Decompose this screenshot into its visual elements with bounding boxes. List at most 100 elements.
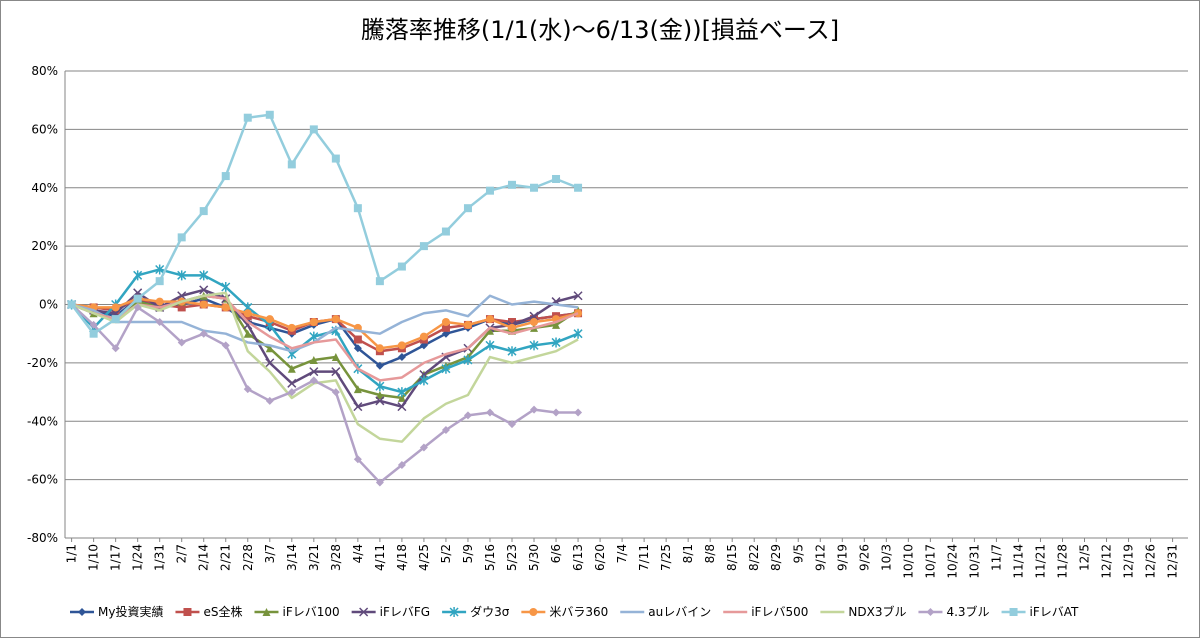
- legend-label: auレバイン: [648, 605, 711, 619]
- marker: [199, 300, 208, 309]
- marker: [287, 378, 297, 388]
- x-tick-label: 2/14: [197, 544, 211, 571]
- legend-label: My投資実績: [98, 604, 163, 619]
- marker: [331, 367, 341, 377]
- x-tick-label: 9/19: [835, 544, 849, 571]
- marker: [155, 264, 165, 275]
- marker: [287, 323, 296, 332]
- marker: [419, 443, 428, 452]
- marker: [397, 402, 407, 412]
- marker: [1009, 608, 1018, 616]
- x-tick-label: 5/23: [505, 544, 519, 571]
- x-tick-label: 10/24: [945, 544, 959, 579]
- marker: [485, 340, 495, 351]
- x-tick-label: 1/10: [87, 544, 101, 571]
- x-tick-label: 9/26: [857, 544, 871, 571]
- x-tick-label: 11/7: [989, 544, 1003, 571]
- y-tick-label: 60%: [31, 122, 58, 136]
- x-tick-label: 9/12: [813, 544, 827, 571]
- x-tick-label: 2/21: [219, 544, 233, 571]
- marker: [221, 281, 231, 292]
- marker: [353, 204, 362, 213]
- marker: [243, 329, 252, 338]
- marker: [265, 315, 274, 324]
- marker: [530, 183, 539, 192]
- marker: [529, 340, 539, 351]
- marker: [133, 270, 143, 281]
- y-tick-label: -20%: [27, 356, 58, 370]
- marker: [485, 315, 494, 324]
- x-tick-label: 10/17: [923, 544, 937, 579]
- x-tick-label: 11/14: [1011, 544, 1025, 579]
- marker: [177, 233, 186, 242]
- marker: [419, 375, 429, 386]
- x-tick-label: 6/6: [549, 544, 563, 563]
- marker: [375, 478, 384, 487]
- marker: [441, 363, 451, 374]
- marker: [199, 329, 208, 338]
- marker: [552, 320, 561, 329]
- legend-label: iFレバ500: [751, 605, 808, 619]
- marker: [573, 328, 583, 339]
- x-tick-label: 5/30: [527, 544, 541, 571]
- marker: [574, 408, 583, 417]
- marker: [359, 607, 369, 617]
- marker: [243, 113, 252, 122]
- series-line: [70, 303, 579, 484]
- marker: [507, 323, 516, 332]
- marker: [397, 341, 406, 350]
- y-tick-label: -40%: [27, 414, 58, 428]
- marker: [221, 341, 230, 350]
- marker: [353, 344, 362, 353]
- x-tick-label: 1/31: [153, 544, 167, 571]
- marker: [183, 608, 192, 616]
- marker: [485, 326, 494, 335]
- x-tick-label: 4/11: [373, 544, 387, 571]
- marker: [353, 335, 362, 344]
- marker: [353, 385, 362, 394]
- series-line: [71, 291, 579, 443]
- marker: [441, 227, 450, 236]
- x-tick-label: 6/20: [593, 544, 607, 571]
- y-tick-label: 40%: [31, 181, 58, 195]
- chart-title: 騰落率推移(1/1(水)～6/13(金))[損益ベース]: [361, 16, 839, 44]
- marker: [309, 355, 318, 364]
- marker: [243, 385, 252, 394]
- marker: [78, 608, 86, 616]
- marker: [507, 346, 517, 357]
- marker: [177, 303, 186, 312]
- marker: [89, 320, 98, 329]
- x-tick-label: 10/3: [879, 544, 893, 571]
- marker: [287, 364, 296, 373]
- marker: [552, 408, 561, 417]
- legend-label: 米バラ360: [549, 605, 608, 619]
- x-tick-label: 4/4: [351, 544, 365, 563]
- x-tick-label: 12/31: [1166, 544, 1180, 579]
- series-line: [71, 294, 579, 382]
- marker: [111, 303, 120, 312]
- marker: [375, 277, 384, 286]
- x-tick-label: 3/7: [263, 544, 277, 563]
- marker: [485, 186, 494, 195]
- marker: [331, 154, 340, 163]
- marker: [397, 262, 406, 271]
- marker: [375, 390, 384, 399]
- marker: [375, 344, 384, 353]
- x-tick-label: 8/22: [747, 544, 761, 571]
- marker: [331, 315, 340, 324]
- x-tick-label: 8/15: [725, 544, 739, 571]
- legend-label: iFレバAT: [1030, 605, 1080, 619]
- marker: [463, 411, 472, 420]
- marker: [265, 396, 274, 405]
- marker: [111, 315, 120, 324]
- marker: [309, 125, 318, 134]
- x-tick-label: 12/26: [1144, 544, 1158, 579]
- x-tick-label: 5/16: [483, 544, 497, 571]
- marker: [331, 353, 340, 362]
- x-tick-label: 3/28: [329, 544, 343, 571]
- x-tick-label: 2/28: [241, 544, 255, 571]
- marker: [133, 303, 142, 312]
- marker: [353, 402, 363, 412]
